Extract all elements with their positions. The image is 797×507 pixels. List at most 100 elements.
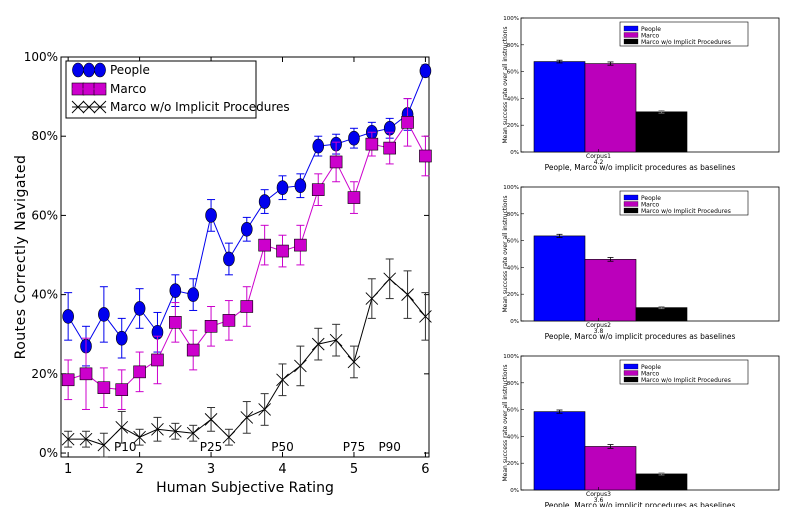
marco-point (61, 373, 75, 387)
people-point (294, 178, 307, 194)
bar-legend-swatch (623, 207, 639, 214)
main-x-tick-label: 3 (207, 462, 215, 477)
marco-wo-point (240, 411, 254, 424)
legend-entry-label: Marco w/o Implicit Procedures (110, 100, 290, 114)
bar-y-tick-label: 20% (507, 292, 519, 298)
main-y-tick-label: 60% (31, 208, 58, 222)
marco-wo-point (151, 422, 164, 436)
marco-point (401, 116, 414, 129)
marco-point (365, 137, 379, 151)
legend-marco-wo-marker (93, 100, 107, 114)
bar-y-tick-label: 0% (510, 488, 519, 494)
bar-y-axis-label: Mean success rate over all instructions (502, 195, 509, 312)
bar-legend-label: Marco (641, 33, 659, 40)
bar-y-tick-label: 20% (507, 123, 519, 129)
marco-wo-point (97, 438, 111, 452)
bar-legend-swatch (623, 194, 639, 201)
marco-wo-point (204, 413, 218, 426)
bar-legend-swatch (623, 25, 639, 32)
marco-wo-point (258, 403, 271, 416)
people-point (133, 301, 146, 316)
main-y-tick-label: 100% (24, 50, 58, 64)
bar-legend-swatch (623, 370, 639, 376)
main-y-tick-label: 80% (31, 129, 58, 143)
people-point (223, 251, 235, 267)
main-legend: People Marco Marco w/o Implicit Procedures (65, 60, 290, 119)
bar-y-tick-label: 80% (507, 43, 519, 49)
bar-legend-label: Marco (641, 202, 659, 209)
marco-wo-point (347, 355, 361, 369)
marco-point (347, 191, 361, 204)
main-line-chart: 0% 20% 40% 60% 80% 100% 1 2 3 4 5 6 Human Subjective… (13, 50, 432, 496)
marco-wo-point (365, 292, 379, 305)
people-point (115, 330, 128, 346)
main-y-tick-label: 0% (39, 446, 58, 460)
people-point (169, 283, 182, 298)
series-marco (61, 98, 432, 410)
percentile-label: P50 (271, 440, 294, 454)
marco-wo-point (294, 359, 307, 373)
bar-legend-swatch (623, 376, 639, 383)
bar-legend-label: People (641, 195, 661, 202)
legend-entry-label: People (110, 63, 150, 77)
bar-category-label: Corpus1 (586, 153, 611, 160)
main-y-tick-label: 20% (31, 367, 58, 381)
bar-y-tick-label: 60% (507, 408, 519, 414)
marco-point (222, 314, 236, 327)
bar (584, 259, 637, 322)
people-point (276, 180, 289, 195)
people-point (419, 63, 432, 79)
bar-legend-label: Marco (641, 371, 659, 378)
main-y-tick-label: 40% (31, 288, 58, 302)
marco-point (204, 320, 218, 333)
marco-point (311, 183, 325, 196)
main-x-tick-label: 2 (135, 462, 143, 477)
bar (584, 446, 637, 491)
bar-legend-label: People (641, 364, 661, 371)
marco-wo-point (383, 272, 397, 286)
bar-y-tick-label: 60% (507, 70, 519, 76)
bar (584, 63, 637, 153)
marco-wo-point (401, 288, 414, 301)
marco-point (383, 141, 396, 155)
marco-point (151, 353, 164, 367)
people-point (258, 194, 271, 209)
legend-marco-wo-marker (71, 100, 85, 114)
people-point (348, 130, 360, 146)
people-point (98, 307, 110, 322)
main-plot-frame (60, 56, 430, 458)
bar-y-tick-label: 40% (507, 434, 519, 440)
marco-point (258, 238, 271, 252)
bar-y-tick-label: 0% (510, 150, 519, 156)
percentile-label: P75 (343, 440, 366, 454)
marco-wo-point (419, 310, 432, 323)
marco-point (240, 300, 254, 313)
bar-y-tick-label: 80% (507, 381, 519, 387)
bar-legend-swatch (623, 363, 639, 370)
bar-category-label: Corpus2 (586, 322, 611, 329)
bar-legend-swatch (623, 38, 639, 45)
marco-point (79, 367, 93, 381)
percentile-label: P90 (378, 440, 401, 454)
bar-legend-box (619, 190, 749, 216)
bar-legend-label: Marco w/o Implicit Procedures (641, 208, 731, 215)
percentile-label: P25 (200, 440, 223, 454)
bar-legend-box (619, 21, 749, 47)
percentile-label: P10 (114, 440, 137, 454)
marco-wo-point (79, 432, 93, 446)
bar-y-tick-label: 100% (503, 354, 519, 360)
bar (635, 307, 688, 322)
main-x-tick-label: 5 (350, 462, 358, 477)
bar-legend-label: Marco w/o Implicit Procedures (641, 39, 731, 46)
bar-legend-label: Marco w/o Implicit Procedures (641, 377, 731, 384)
marco-wo-point (115, 420, 129, 434)
bar-category-sublabel: 4.2 (594, 159, 604, 166)
main-y-axis-label: Routes Correctly Navigated (13, 155, 29, 360)
bar-legend-swatch (623, 201, 639, 207)
